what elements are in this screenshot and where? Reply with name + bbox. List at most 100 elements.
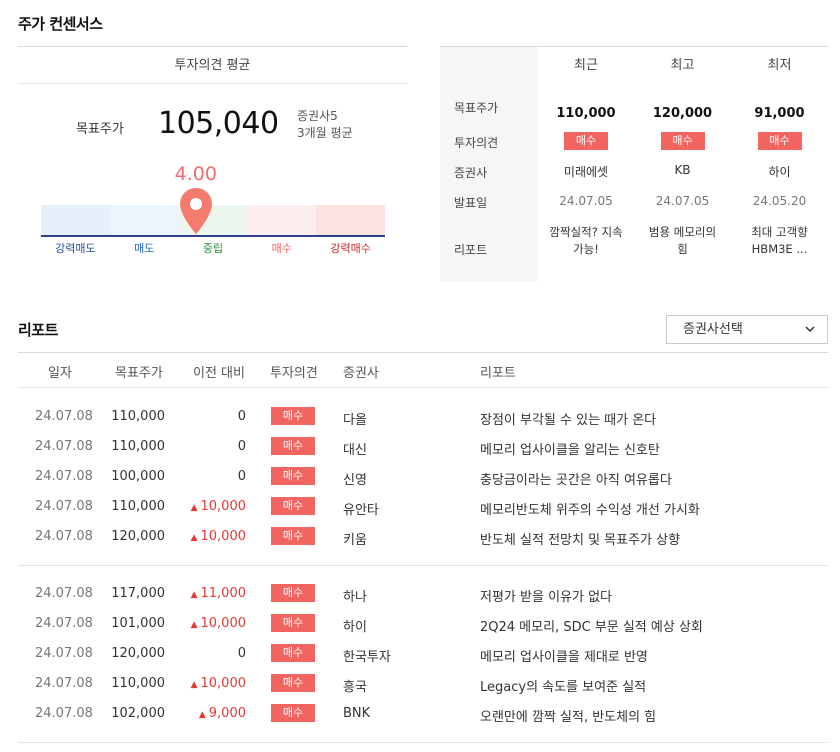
scale-label: 강력매수	[330, 242, 371, 255]
row-diff: ▲ 10,000	[188, 676, 246, 691]
header-diff: 이전 대비	[193, 366, 245, 381]
scale-label: 매수	[271, 242, 292, 255]
table-row[interactable]: 24.07.08 110,000 ▲ 10,000 매수 유안타 메모리반도체 위주의 수익…	[18, 492, 828, 522]
recent-report-link[interactable]: 깜짝실적? 지속가능!	[549, 225, 623, 256]
row-opinion: 매수	[271, 467, 315, 485]
row-diff-value: 9,000	[208, 706, 246, 721]
low-report-link[interactable]: 최대 고객향 HBM3E ...	[751, 225, 808, 256]
scale-segment	[41, 205, 110, 235]
scale-label: 중립	[202, 242, 224, 255]
row-diff: ▲ 11,000	[188, 586, 246, 601]
row-report-link[interactable]: 저평가 받을 이유가 없다	[480, 590, 612, 605]
row-date: 24.07.08	[35, 529, 93, 544]
row-broker: 신영	[343, 473, 367, 488]
col-header-high: 최고	[670, 58, 695, 73]
row-report-link[interactable]: 장점이 부각될 수 있는 때가 온다	[480, 413, 657, 428]
row-target-price: 120,000	[111, 646, 165, 661]
table-row[interactable]: 24.07.08 110,000 ▲ 10,000 매수 흥국 Legacy의 속도를 보여…	[18, 669, 828, 699]
opinion-badge: 매수	[271, 674, 315, 692]
row-report-link[interactable]: 메모리 업사이클을 알리는 신호탄	[480, 443, 660, 458]
opinion-badge: 매수	[564, 132, 608, 150]
recent-date: 24.07.05	[559, 194, 613, 208]
table-row[interactable]: 24.07.08 120,000 0 매수 한국투자 메모리 업사이클을 제대로 반영	[18, 639, 828, 669]
opinion-badge: 매수	[271, 437, 315, 455]
row-date: 24.07.08	[35, 439, 93, 454]
row-date: 24.07.08	[35, 409, 93, 424]
table-row[interactable]: 24.07.08 102,000 ▲ 9,000 매수 BNK 오랜만에 깜짝 실적, 반도…	[18, 699, 828, 729]
row-target-price: 120,000	[111, 529, 165, 544]
up-triangle-icon: ▲	[190, 533, 198, 543]
compare-col-high: 최고 120,000 매수 KB 24.07.05 범용 메모리의 힘	[634, 47, 731, 282]
row-broker: 하이	[343, 620, 367, 635]
row-opinion: 매수	[271, 437, 315, 455]
row-date: 24.07.08	[35, 499, 93, 514]
up-triangle-icon: ▲	[190, 620, 198, 630]
table-row[interactable]: 24.07.08 110,000 0 매수 대신 메모리 업사이클을 알리는 신호탄	[18, 432, 828, 462]
row-date: 24.07.08	[35, 616, 93, 631]
up-triangle-icon: ▲	[190, 590, 198, 600]
row-diff: 0	[188, 409, 246, 424]
scale-label: 매도	[134, 242, 155, 255]
row-report-link[interactable]: 메모리 업사이클을 제대로 반영	[480, 650, 648, 665]
opinion-badge: 매수	[271, 584, 315, 602]
low-broker: 하이	[768, 165, 791, 179]
high-broker: KB	[674, 163, 691, 177]
row-opinion: 매수	[271, 407, 315, 425]
row-report-link[interactable]: Legacy의 속도를 보여준 실적	[480, 680, 647, 695]
high-price: 120,000	[652, 106, 713, 121]
opinion-badge: 매수	[271, 467, 315, 485]
scale-segment	[247, 205, 317, 235]
table-row[interactable]: 24.07.08 120,000 ▲ 10,000 매수 키움 반도체 실적 전망치 및 목…	[18, 522, 828, 552]
row-target-price: 110,000	[111, 676, 165, 691]
row-report-link[interactable]: 2Q24 메모리, SDC 부문 실적 예상 상회	[480, 620, 703, 635]
row-diff: ▲ 10,000	[188, 529, 246, 544]
table-row[interactable]: 24.07.08 117,000 ▲ 11,000 매수 하나 저평가 받을 이유가 없다	[18, 579, 828, 609]
row-diff: ▲ 9,000	[188, 706, 246, 721]
group-divider	[18, 565, 828, 566]
header-date: 일자	[48, 366, 72, 381]
row-opinion: 매수	[271, 614, 315, 632]
row-diff-value: 0	[237, 439, 246, 454]
up-triangle-icon: ▲	[190, 503, 198, 513]
score-wrap: 4.00	[18, 163, 407, 185]
row-opinion: 매수	[271, 497, 315, 515]
row-broker: 키움	[343, 533, 367, 548]
row-opinion: 매수	[271, 704, 315, 722]
row-date: 24.07.08	[35, 646, 93, 661]
broker-select[interactable]: 증권사선택	[666, 315, 828, 344]
opinion-badge: 매수	[271, 407, 315, 425]
consensus-title: 주가 컨센서스	[18, 15, 103, 33]
row-date: 24.07.08	[35, 586, 93, 601]
row-target-price: 101,000	[111, 616, 165, 631]
row-broker: 흥국	[343, 680, 367, 695]
row-report-link[interactable]: 메모리반도체 위주의 수익성 개선 가시화	[480, 503, 700, 518]
table-row[interactable]: 24.07.08 101,000 ▲ 10,000 매수 하이 2Q24 메모리, SDC …	[18, 609, 828, 639]
average-period: 3개월 평균	[297, 126, 353, 140]
row-report-link[interactable]: 반도체 실적 전망치 및 목표주가 상향	[480, 533, 681, 548]
row-report-link[interactable]: 오랜만에 깜짝 실적, 반도체의 힘	[480, 710, 657, 725]
row-report-link[interactable]: 충당금이라는 곳간은 아직 여유롭다	[480, 473, 672, 488]
broker-count: 증권사5	[297, 109, 338, 123]
row-date: 24.07.08	[35, 706, 93, 721]
row-opinion: 매수	[271, 674, 315, 692]
row-label-date: 발표일	[454, 196, 488, 210]
row-target-price: 110,000	[111, 439, 165, 454]
row-diff-value: 0	[237, 409, 246, 424]
row-diff: 0	[188, 646, 246, 661]
high-report-link[interactable]: 범용 메모리의 힘	[648, 225, 717, 256]
row-label-report: 리포트	[454, 243, 488, 257]
chevron-down-icon	[805, 326, 815, 333]
row-diff: 0	[188, 469, 246, 484]
row-broker: 다올	[343, 413, 367, 428]
table-row[interactable]: 24.07.08 110,000 0 매수 다올 장점이 부각될 수 있는 때가 온다	[18, 402, 828, 432]
row-opinion: 매수	[271, 644, 315, 662]
row-label-broker: 증권사	[454, 166, 488, 180]
table-row[interactable]: 24.07.08 100,000 0 매수 신영 충당금이라는 곳간은 아직 여유롭다	[18, 462, 828, 492]
row-target-price: 117,000	[111, 586, 165, 601]
row-diff: 0	[188, 439, 246, 454]
low-opinion: 매수	[731, 132, 828, 150]
row-diff: ▲ 10,000	[188, 499, 246, 514]
target-price-value: 105,040	[158, 106, 279, 141]
scale-segment	[109, 205, 179, 235]
row-target-price: 100,000	[111, 469, 165, 484]
